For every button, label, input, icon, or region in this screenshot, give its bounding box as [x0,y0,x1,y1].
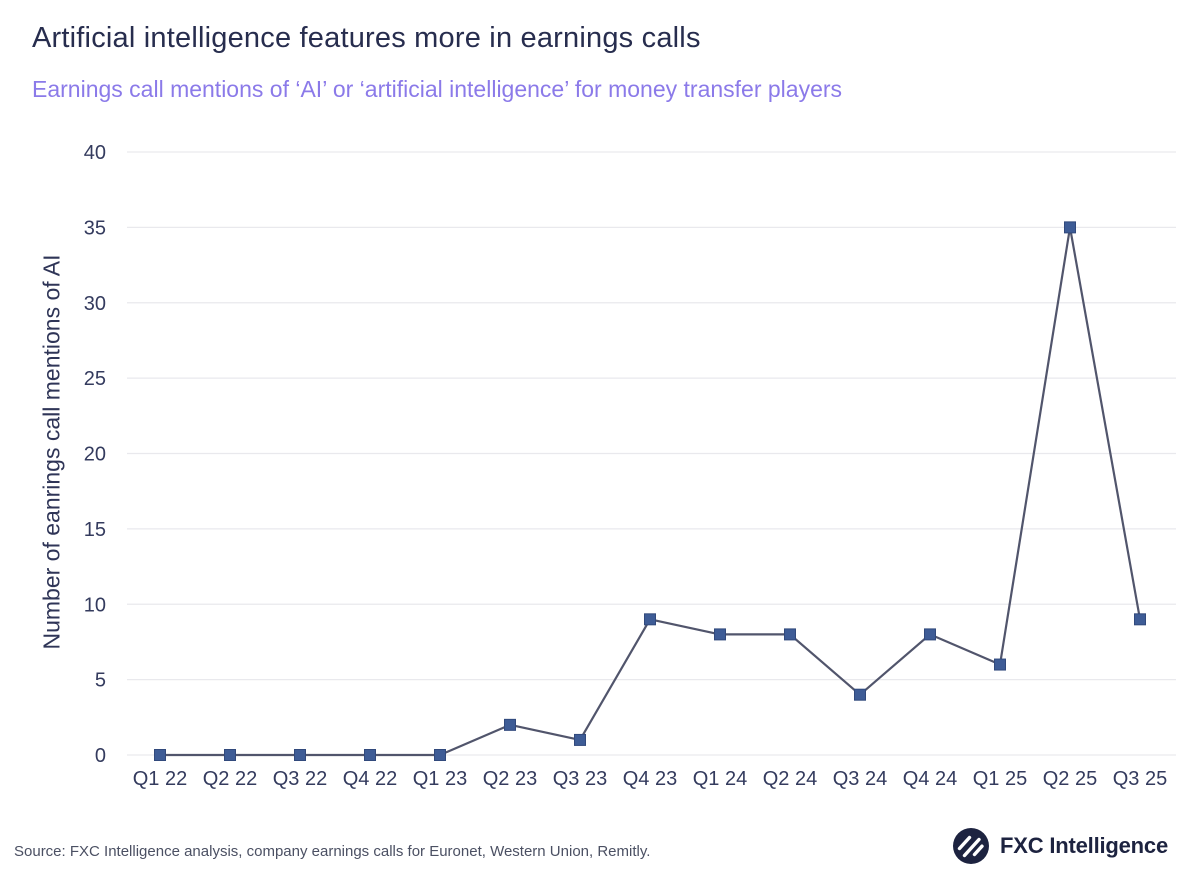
data-point-marker [154,749,166,761]
data-point-marker [994,658,1006,671]
data-point-marker [434,749,446,761]
y-tick-label: 20 [84,444,106,466]
data-point-marker [644,613,656,626]
data-point-marker [1064,221,1076,234]
x-tick-label: Q1 23 [413,768,467,790]
data-point-marker [224,749,236,761]
x-tick-label: Q1 25 [973,768,1027,790]
x-tick-label: Q4 22 [343,768,397,790]
x-tick-label: Q1 24 [693,768,747,790]
source-note: Source: FXC Intelligence analysis, compa… [14,843,651,860]
data-line [158,226,1142,757]
data-point-marker [364,749,376,761]
x-tick-label: Q3 25 [1113,768,1167,790]
fxc-intelligence-logo: FXC Intelligence [952,827,1168,865]
x-tick-label: Q2 23 [483,768,537,790]
x-tick-label: Q4 23 [623,768,677,790]
x-tick-label: Q2 25 [1043,768,1097,790]
logo-wordmark: FXC Intelligence [1000,833,1168,858]
fxc-globe-icon [953,828,990,864]
y-tick-label: 40 [84,142,106,164]
x-tick-label: Q2 24 [763,768,817,790]
x-tick-label: Q3 23 [553,768,607,790]
x-tick-label: Q4 24 [903,768,957,790]
data-point-marker [504,718,516,731]
data-point-marker [574,733,586,746]
y-tick-label: 30 [84,293,106,315]
data-point-marker [294,749,306,761]
x-tick-label: Q1 22 [133,768,187,790]
x-tick-label: Q3 24 [833,768,887,790]
y-tick-label: 35 [84,217,106,239]
data-point-marker [924,628,936,641]
y-tick-label: 15 [84,519,106,541]
x-tick-label: Q3 22 [273,768,327,790]
page-title: Artificial intelligence features more in… [32,22,701,54]
y-tick-label: 0 [95,745,106,767]
data-point-marker [854,688,866,701]
y-tick-label: 25 [84,368,106,390]
line-chart: 0 5 10 15 20 25 30 35 40 Q1 22 Q2 22 Q3 22 Q4 22 Q1 2… [84,142,1176,790]
page-subtitle: Earnings call mentions of ‘AI’ or ‘artif… [32,76,843,102]
data-point-marker [1134,613,1146,626]
data-point-marker [784,628,796,641]
y-tick-label: 10 [84,594,106,616]
data-point-marker [714,628,726,641]
x-tick-label: Q2 22 [203,768,257,790]
y-tick-label: 5 [95,670,106,692]
